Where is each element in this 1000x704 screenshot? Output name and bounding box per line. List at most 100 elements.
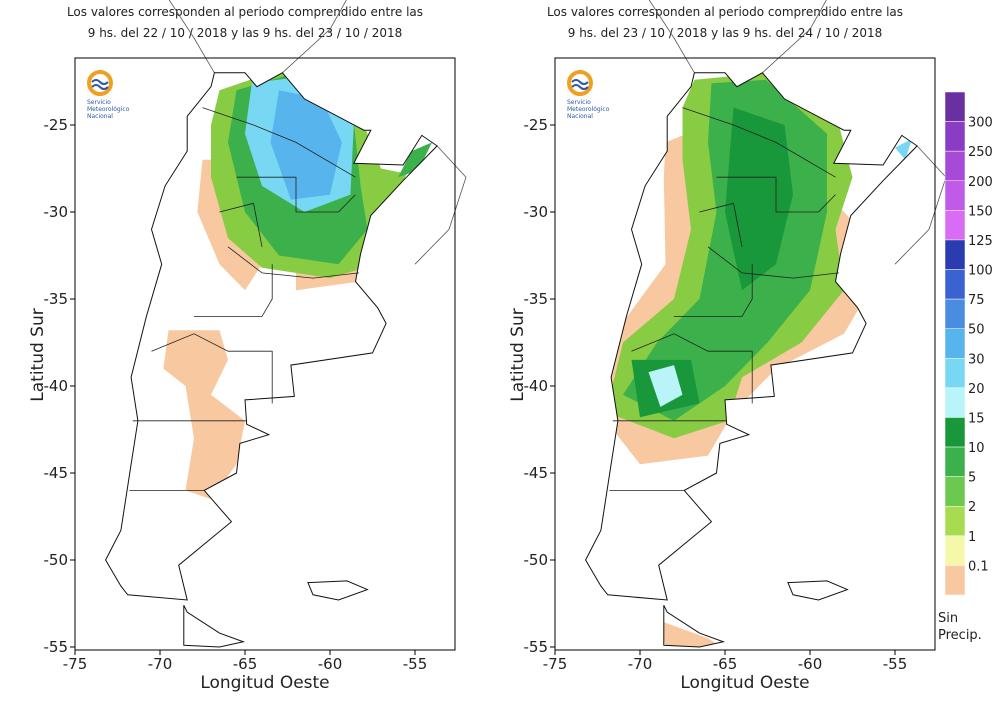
x-tick-label: -60: [798, 655, 823, 673]
map-panel: Los valores corresponden al periodo comp…: [508, 0, 947, 693]
logo-mark: [87, 70, 113, 96]
logo-text: Nacional: [87, 113, 113, 120]
legend-label: 150: [968, 204, 993, 219]
panel-title: 9 hs. del 23 / 10 / 2018 y las 9 hs. del…: [568, 26, 883, 40]
province-border: [682, 107, 836, 178]
legend-label: 250: [968, 145, 993, 160]
legend-swatch: [944, 328, 966, 359]
neighbour-border: [168, 0, 215, 74]
legend: 300 250 200 150 125 100 75 50 30 20 15 10 5 2 1 0.1 Sin P…: [938, 91, 993, 643]
legend-swatch: [944, 505, 966, 537]
y-tick-label: -30: [524, 203, 549, 221]
province-border: [227, 246, 359, 279]
logo-wave: [91, 79, 109, 90]
country-outline: [585, 72, 918, 601]
province-border: [699, 202, 743, 247]
province-border: [202, 107, 356, 178]
legend-swatch: [944, 150, 966, 182]
legend-label: Precip.: [938, 628, 982, 643]
rain-field: [163, 72, 432, 500]
logo-text: Meteorológico: [87, 106, 130, 113]
frame: [74, 57, 456, 651]
province-border: [219, 202, 263, 247]
islands: [307, 580, 369, 601]
y-tick-label: -55: [44, 638, 69, 656]
legend-swatch: [944, 269, 966, 300]
legend-label: 5: [968, 471, 976, 486]
rain-area: [398, 142, 432, 178]
rain-area: [270, 90, 342, 200]
rain-area: [725, 107, 793, 291]
legend-swatch: [944, 565, 966, 596]
x-tick-label: -75: [543, 655, 568, 673]
legend-swatch: [944, 298, 966, 329]
rain-area: [648, 365, 683, 407]
legend-label: 10: [968, 441, 985, 456]
country-outline: [663, 604, 726, 648]
logo-wave: [571, 79, 589, 90]
legend-swatch: [944, 535, 966, 566]
legend-swatch: [944, 446, 966, 477]
legend-swatch: [944, 180, 966, 211]
neighbour-border: [894, 145, 947, 265]
x-axis-label: Longitud Oeste: [200, 673, 329, 693]
x-tick-label: -65: [233, 655, 258, 673]
legend-label: Sin: [938, 611, 958, 626]
logo-text: Nacional: [567, 113, 593, 120]
y-tick-label: -25: [524, 116, 549, 134]
legend-label: 15: [968, 411, 985, 426]
rain-field: [606, 72, 912, 647]
rain-area: [660, 620, 722, 647]
y-tick-label: -50: [524, 551, 549, 569]
panel-title: Los valores corresponden al periodo comp…: [547, 5, 903, 19]
province-border: [716, 176, 836, 213]
legend-label: 30: [968, 352, 985, 367]
legend-swatch: [944, 121, 966, 152]
legend-swatch: [944, 239, 966, 270]
x-tick-label: -70: [148, 655, 173, 673]
y-tick-label: -30: [44, 203, 69, 221]
legend-label: 200: [968, 175, 993, 190]
legend-label: 75: [968, 293, 985, 308]
legend-label: 300: [968, 116, 993, 131]
y-tick-label: -55: [524, 638, 549, 656]
province-border: [151, 333, 273, 404]
y-tick-label: -40: [44, 377, 69, 395]
rain-area: [895, 138, 912, 160]
x-tick-label: -70: [628, 655, 653, 673]
panel-title: Los valores corresponden al periodo comp…: [67, 5, 423, 19]
y-tick-label: -25: [44, 116, 69, 134]
rain-area: [163, 330, 245, 500]
panel-title: 9 hs. del 22 / 10 / 2018 y las 9 hs. del…: [88, 26, 403, 40]
y-tick-label: -40: [524, 377, 549, 395]
legend-label: 125: [968, 234, 993, 249]
legend-swatch: [944, 210, 966, 241]
y-tick-label: -35: [524, 290, 549, 308]
country-outline: [183, 604, 246, 648]
frame: [554, 57, 936, 651]
logo-text: Servicio: [87, 99, 111, 106]
province-border: [194, 264, 273, 317]
logo-mark: [567, 70, 593, 96]
legend-label: 20: [968, 382, 985, 397]
y-tick-label: -45: [524, 464, 549, 482]
x-tick-label: -55: [883, 655, 908, 673]
legend-label: 2: [968, 500, 976, 515]
legend-swatch: [944, 417, 966, 448]
x-axis-label: Longitud Oeste: [680, 673, 809, 693]
province-border: [631, 333, 753, 404]
x-tick-label: -65: [713, 655, 738, 673]
legend-label: 1: [968, 530, 976, 545]
legend-label: 50: [968, 323, 985, 338]
legend-label: 100: [968, 264, 993, 279]
province-border: [236, 176, 356, 213]
islands: [787, 580, 849, 601]
neighbour-border: [648, 0, 695, 74]
y-tick-label: -45: [44, 464, 69, 482]
legend-swatch: [944, 358, 966, 389]
legend-label: 0.1: [968, 559, 989, 574]
province-border: [707, 246, 839, 279]
y-tick-label: -50: [44, 551, 69, 569]
country-outline: [105, 72, 438, 601]
map-panel: Los valores corresponden al periodo comp…: [28, 0, 467, 693]
